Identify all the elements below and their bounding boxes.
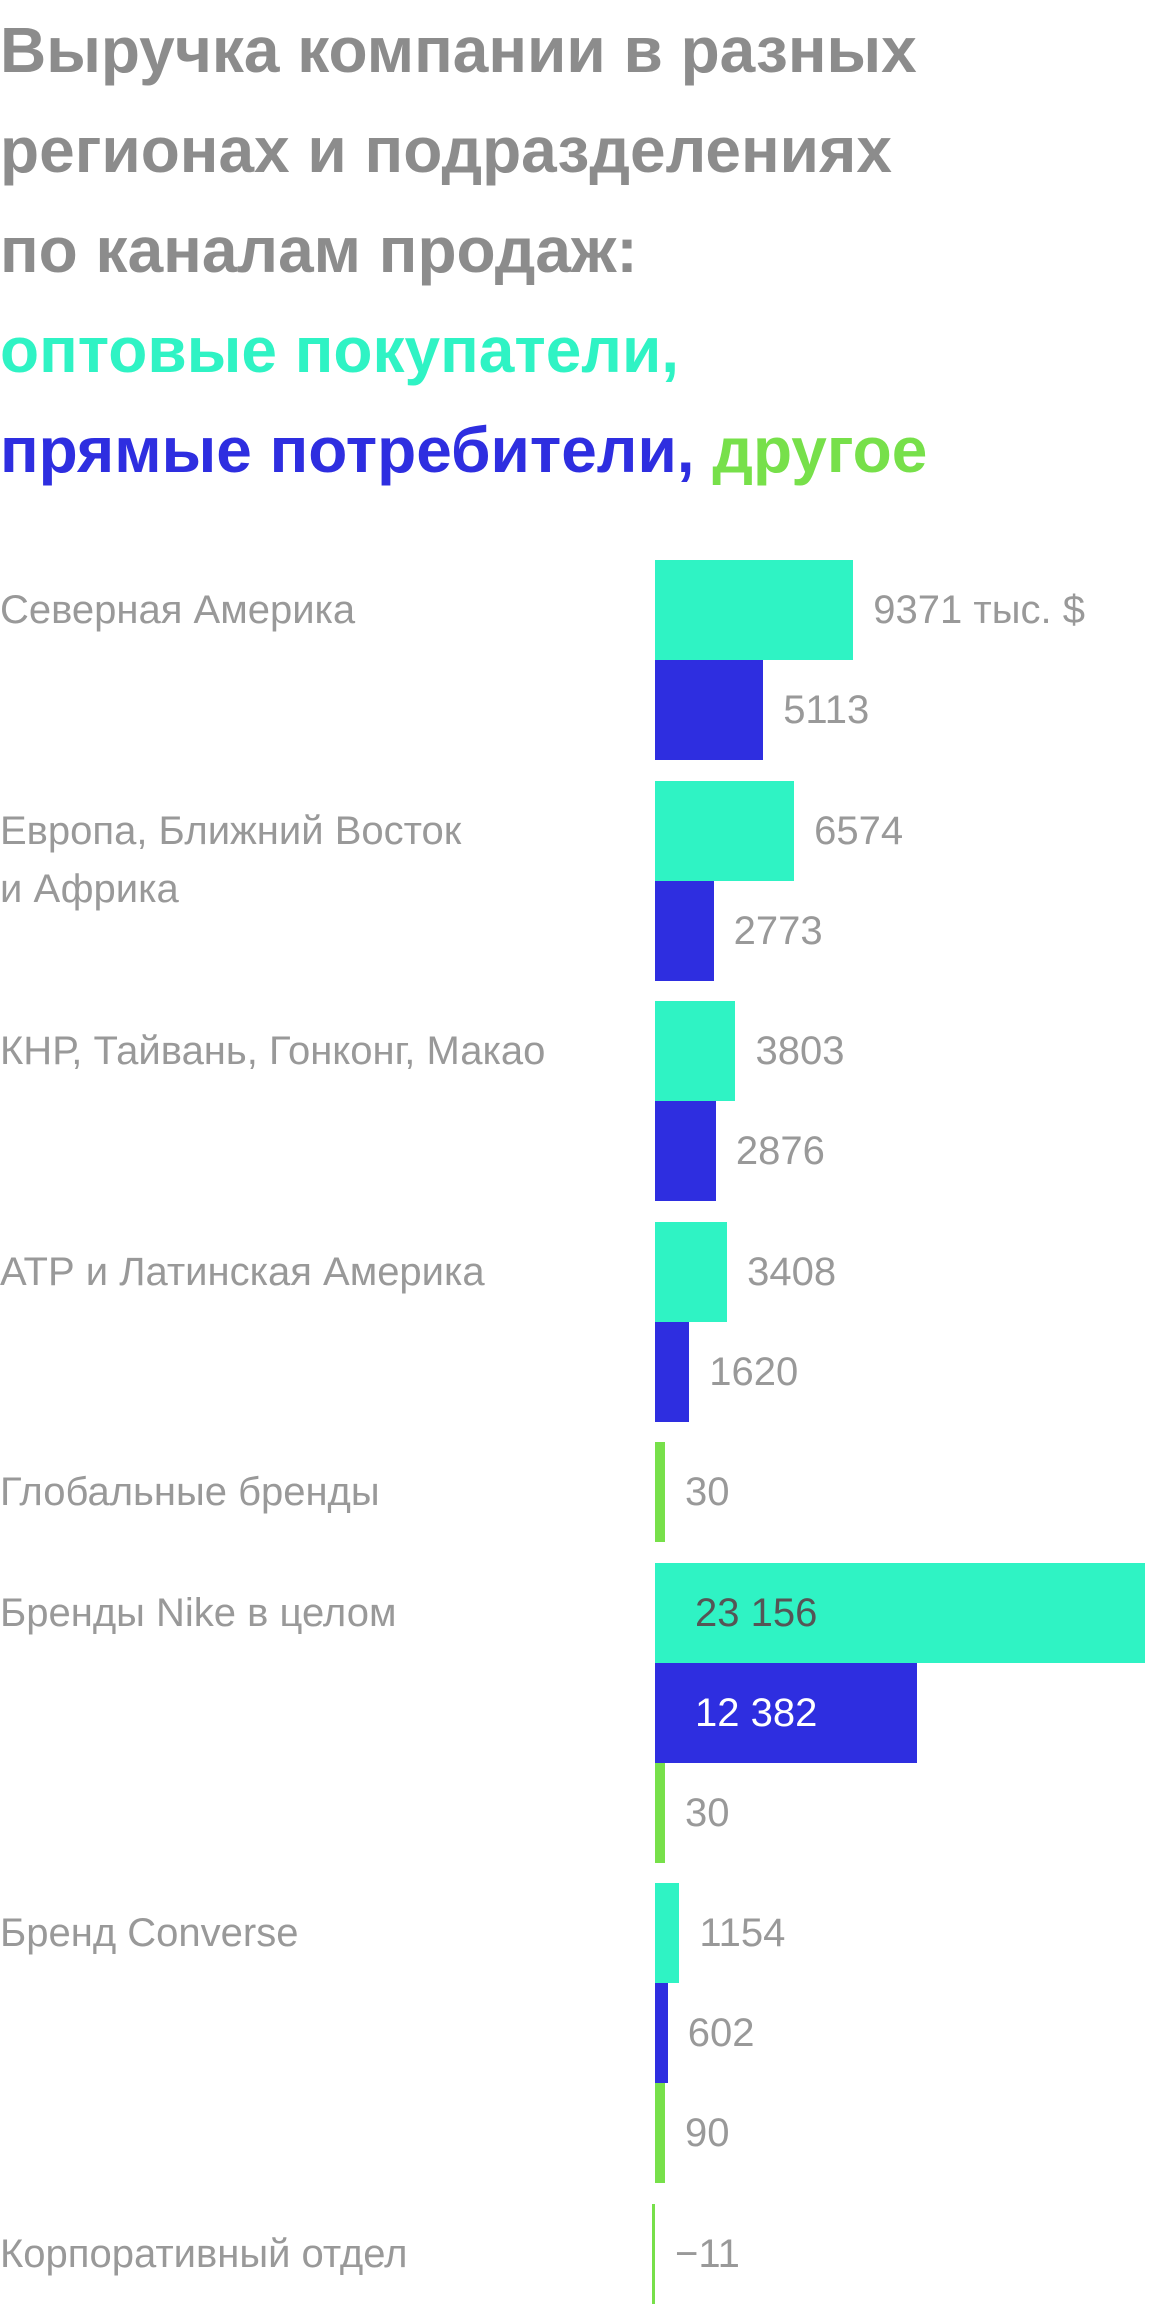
value-label: 30 <box>685 1470 730 1514</box>
value-label: 30 <box>685 1790 730 1835</box>
bar <box>655 1442 665 1542</box>
bar <box>655 1001 736 1101</box>
category-label: Бренд Converse <box>0 1911 299 1955</box>
bar <box>655 1883 680 1983</box>
value-label: 1154 <box>699 1911 786 1955</box>
value-label: 1620 <box>709 1349 799 1394</box>
category-label: Корпоративный отдел <box>0 2231 408 2276</box>
value-label: −11 <box>675 2231 740 2276</box>
bar <box>655 1983 668 2083</box>
bar <box>655 780 795 881</box>
bar <box>655 1562 1145 1663</box>
value-label: 9371 тыс. $ <box>873 588 1085 632</box>
category-label: АТР и Латинская Америка <box>0 1249 485 1294</box>
value-label: 90 <box>685 2111 730 2155</box>
value-label: 3408 <box>747 1249 837 1294</box>
category-label: Европа, Ближний Восток и Африка <box>0 808 462 911</box>
legend-separator: , <box>661 314 680 386</box>
legend-entry: оптовые покупатели <box>0 314 662 386</box>
bar <box>655 560 854 660</box>
legend-separator: , <box>676 414 695 486</box>
bar <box>655 2083 665 2183</box>
value-label: 5113 <box>783 688 870 732</box>
value-label: 2773 <box>733 908 823 953</box>
bar <box>655 1221 728 1322</box>
bar <box>655 1762 665 1863</box>
value-label: 3803 <box>755 1029 845 1073</box>
chart-title: Выручка компании в разных регионах и под… <box>0 14 917 286</box>
bar <box>655 1662 917 1763</box>
bar <box>655 1321 690 1422</box>
legend-entry: прямые потребители <box>0 414 677 486</box>
bar <box>655 880 714 981</box>
bar <box>652 2203 655 2304</box>
bar <box>655 660 764 760</box>
chart-title-block: Выручка компании в разных регионах и под… <box>0 0 1160 500</box>
value-label: 2876 <box>735 1129 825 1173</box>
category-label: Бренды Nike в целом <box>0 1590 397 1635</box>
legend-entry: другое <box>712 414 928 486</box>
value-label: 6574 <box>814 808 904 853</box>
bar <box>655 1101 716 1201</box>
value-label: 12 382 <box>695 1690 818 1735</box>
category-label: КНР, Тайвань, Гонконг, Макао <box>0 1029 546 1073</box>
category-label: Северная Америка <box>0 588 356 632</box>
category-label: Глобальные бренды <box>0 1470 380 1514</box>
value-label: 602 <box>687 2011 755 2055</box>
value-label: 23 156 <box>695 1590 818 1635</box>
